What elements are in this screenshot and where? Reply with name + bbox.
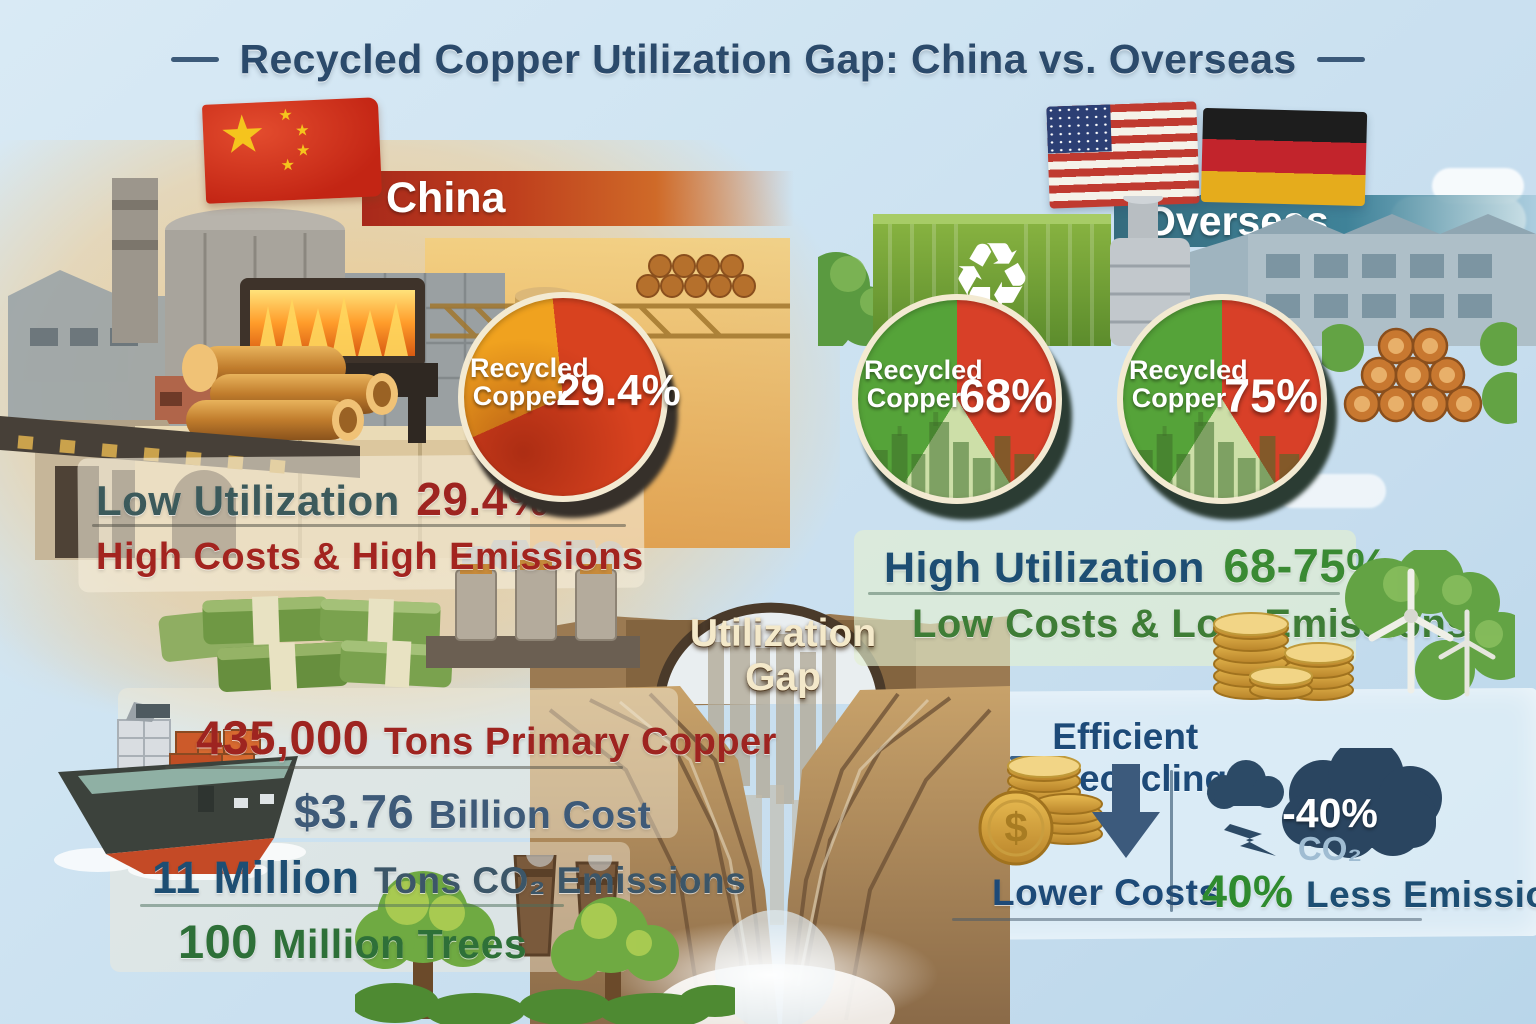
pie-city-skyline xyxy=(1123,300,1321,498)
trees-stat: 100 Million Trees xyxy=(178,914,527,969)
costs-label: High Costs & High Emissions xyxy=(96,536,644,578)
china-flag-star-icon: ★ xyxy=(294,122,310,140)
stat-label: Million Trees xyxy=(272,921,528,967)
pie-value-label: 29.4% xyxy=(556,366,681,415)
co2-emissions-stat: 11 Million Tons CO₂ Emissions xyxy=(152,852,746,904)
overseas-utilization-stat: High Utilization 68-75% xyxy=(884,538,1388,593)
china-flag-star-icon: ★ xyxy=(280,156,296,175)
germany-flag-icon xyxy=(1200,107,1368,207)
utilization-label: High Utilization xyxy=(884,544,1205,592)
down-arrow-icon xyxy=(1092,764,1160,858)
coins-and-wind-turbines-illustration xyxy=(1213,550,1515,701)
copper-pipes-illustration xyxy=(1322,322,1517,424)
dollar-coin-icon: $ xyxy=(1004,804,1027,851)
overseas-germany-pie-chart: Recycled Copper 75% xyxy=(1117,294,1337,520)
china-banner: China xyxy=(362,171,794,226)
divider-line xyxy=(165,766,623,769)
stat-label: Tons Primary Copper xyxy=(383,721,777,763)
china-flag-star-icon: ★ xyxy=(278,106,294,125)
divider-line xyxy=(140,904,564,907)
page-title-row: Recycled Copper Utilization Gap: China v… xyxy=(0,36,1536,83)
divider-line xyxy=(868,592,1340,595)
china-pie-disc xyxy=(458,292,668,502)
title-dash-right xyxy=(1316,57,1365,62)
pie-city-skyline xyxy=(858,300,1056,498)
pie-value-label: 68% xyxy=(958,369,1054,422)
lower-costs-coins-icon: $ xyxy=(978,756,1160,866)
stat-value: $3.76 xyxy=(294,785,415,838)
pie-slice-label: Recycled Copper xyxy=(470,353,589,412)
emissions-value: 40% xyxy=(1202,866,1294,917)
co2-reduction-unit: CO₂ xyxy=(1297,830,1363,867)
stat-label: Billion Cost xyxy=(428,794,652,837)
overseas-usa-pie-chart: Recycled Copper 68% xyxy=(852,294,1072,520)
lower-costs-label: Lower Costs xyxy=(992,872,1220,913)
china-pie-chart: Recycled Copper 29.4% xyxy=(458,292,681,518)
page-title: Recycled Copper Utilization Gap: China v… xyxy=(239,36,1297,82)
utilization-label: Low Utilization xyxy=(96,477,400,524)
panel-divider xyxy=(1170,770,1173,912)
emissions-label: Less Emissions xyxy=(1306,874,1536,915)
stat-value: 100 xyxy=(178,915,258,968)
usa-flag-canton xyxy=(1046,104,1112,154)
stat-value: 435,000 xyxy=(196,711,370,764)
china-flag-icon: ★ ★ ★ ★ ★ xyxy=(201,97,383,204)
china-flag-star-icon: ★ xyxy=(295,142,311,160)
stat-value: 11 Million xyxy=(152,852,360,903)
zigzag-arrow-icon xyxy=(1224,824,1276,856)
cost-stat: $3.76 Billion Cost xyxy=(294,784,651,839)
divider-line xyxy=(952,918,1422,921)
co2-cloud-icon xyxy=(1207,748,1442,858)
money-stacks-illustration xyxy=(158,596,453,692)
stat-label: Tons CO₂ Emissions xyxy=(374,860,747,901)
utilization-gap-label: Utilization Gap xyxy=(689,612,877,699)
divider-line xyxy=(92,524,626,527)
title-dash-left xyxy=(171,57,220,62)
pie-value-label: 75% xyxy=(1223,369,1319,422)
china-flag-star-icon: ★ xyxy=(218,105,268,166)
co2-reduction-value: -40% xyxy=(1282,790,1378,836)
usa-flag-icon xyxy=(1046,101,1200,209)
china-costs-stat: High Costs & High Emissions xyxy=(96,536,644,579)
pie-slice-label: Recycled Copper xyxy=(1129,355,1248,414)
smokestacks-illustration xyxy=(426,540,640,668)
less-emissions-stat: 40% Less Emissions xyxy=(1202,866,1536,918)
lower-costs-stat: Lower Costs xyxy=(992,872,1220,914)
primary-copper-stat: 435,000 Tons Primary Copper xyxy=(196,710,777,765)
pie-slice-label: Recycled Copper xyxy=(864,355,983,414)
cargo-ship-illustration xyxy=(54,702,306,880)
